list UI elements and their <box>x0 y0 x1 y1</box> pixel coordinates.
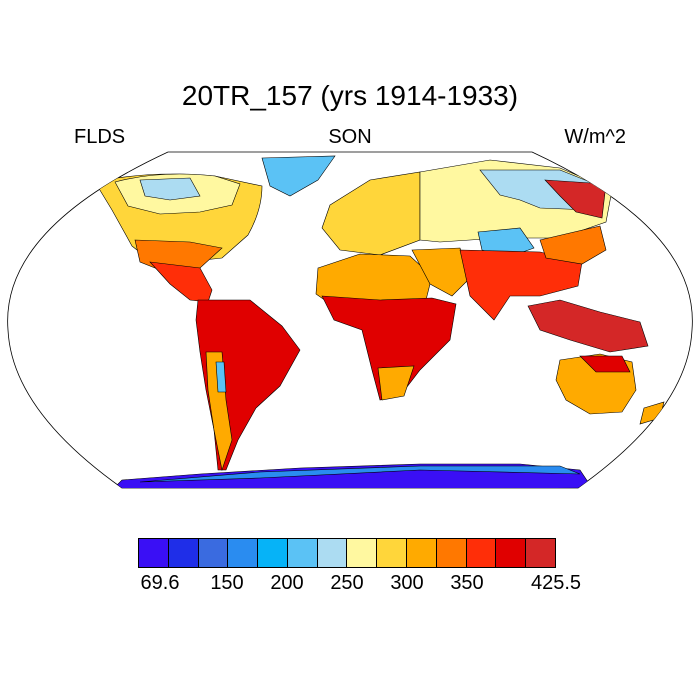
colorbar-box <box>496 539 527 567</box>
africa-south <box>377 365 415 401</box>
colorbar <box>138 538 556 568</box>
units-label: W/m^2 <box>564 126 626 148</box>
colorbar-box <box>139 539 169 567</box>
se-asia-islands <box>527 299 649 353</box>
colorbar-box <box>168 539 199 567</box>
africa-region <box>321 295 457 401</box>
colorbar-box <box>526 539 555 567</box>
map-title: 20TR_157 (yrs 1914-1933) <box>181 80 519 111</box>
colorbar-box <box>287 539 318 567</box>
antarctica-edge <box>139 465 581 483</box>
colorbar-box <box>258 539 288 567</box>
australia-north <box>579 355 631 373</box>
colorbar-label: 200 <box>270 572 304 594</box>
colorbar-label: 150 <box>210 572 244 594</box>
canada-blue <box>139 177 201 201</box>
colorbar-box <box>466 539 497 567</box>
colorbar-label: 69.6 <box>140 572 180 594</box>
colorbar-box <box>228 539 259 567</box>
variable-label: FLDS <box>74 126 126 148</box>
colorbar-box <box>317 539 348 567</box>
colorbar-label: 300 <box>390 572 424 594</box>
colorbar-box <box>198 539 229 567</box>
middle-east-region <box>411 247 471 297</box>
colorbar-labels: 69.6 150 200 250 300 350 425.5 <box>0 572 700 600</box>
greenland-region <box>261 155 336 197</box>
andes-strip <box>205 351 233 472</box>
colorbar-label: 350 <box>450 572 484 594</box>
colorbar-box <box>407 539 437 567</box>
europe-region <box>321 171 421 256</box>
colorbar-label: 250 <box>330 572 364 594</box>
colorbar-box <box>377 539 408 567</box>
east-asia-region <box>539 225 607 265</box>
season-label: SON <box>328 126 372 148</box>
andes-blue <box>215 361 227 393</box>
colorbar-box <box>436 539 467 567</box>
colorbar-label: 425.5 <box>530 572 582 594</box>
colorbar-box <box>347 539 378 567</box>
